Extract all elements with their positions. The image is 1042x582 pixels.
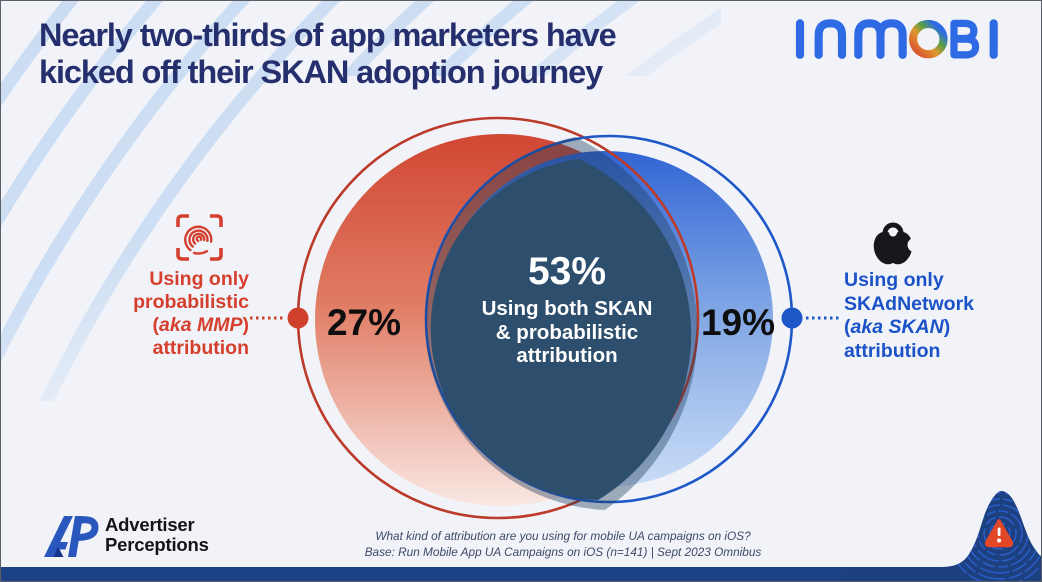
left-set-value: 27%: [326, 302, 402, 343]
left-callout-line1: Using only: [149, 268, 249, 290]
warning-blob: [841, 491, 1041, 581]
fingerprint-scan-icon: [176, 214, 223, 261]
right-connector-dot: [781, 307, 803, 329]
left-callout-line4: attribution: [152, 337, 249, 359]
advertiser-perceptions-logo-mark: [44, 516, 99, 557]
overlap-caption-line2: & probabilistic: [495, 320, 639, 344]
right-set-value: 19%: [700, 302, 776, 343]
right-callout-line2: SKAdNetwork: [844, 292, 975, 315]
overlap-caption-line1: Using both SKAN: [481, 297, 653, 320]
apple-privacy-lock-icon: [873, 222, 916, 265]
fingerprint-warning-icon: [841, 491, 1041, 581]
logo-letter-m: [854, 19, 907, 59]
right-callout-line4: attribution: [844, 339, 941, 362]
source-name-line2: Perceptions: [105, 534, 209, 555]
left-connector-dot: [287, 307, 309, 329]
right-callout-line1: Using only: [844, 269, 944, 291]
source-name-line1: Advertiser: [105, 514, 195, 535]
survey-question: What kind of attribution are you using f…: [375, 529, 751, 543]
left-callout-line3: (aka MMP): [152, 314, 249, 336]
page-title-line2: kicked off their SKAN adoption journey: [39, 54, 603, 90]
logo-letter-n: [814, 19, 847, 59]
advertiser-perceptions-logo-text: Advertiser Perceptions: [105, 515, 209, 555]
footnote: What kind of attribution are you using f…: [263, 529, 863, 560]
overlap-caption: Using both SKAN & probabilistic attribut…: [459, 297, 675, 368]
overlap-caption-line3: attribution: [516, 344, 618, 367]
survey-base-note: Base: Run Mobile App UA Campaigns on iOS…: [364, 544, 762, 559]
page-title-line1: Nearly two-thirds of app marketers have: [39, 17, 617, 53]
logo-letter-o: [909, 19, 948, 59]
left-callout-label: Using only probabilistic (aka MMP) attri…: [61, 268, 249, 360]
right-callout-line3: (aka SKAN): [844, 316, 951, 338]
right-callout-label: Using only SKAdNetwork (aka SKAN) attrib…: [844, 269, 1029, 363]
overlap-value: 53%: [527, 250, 607, 293]
bottom-bar: [1, 567, 1041, 581]
logo-letter-b: [950, 19, 980, 59]
left-callout-line2: probabilistic: [133, 291, 249, 313]
inmobi-logo: [795, 19, 998, 59]
page-title: Nearly two-thirds of app marketers have …: [39, 17, 759, 91]
venn-overlap-lens: [430, 159, 692, 500]
